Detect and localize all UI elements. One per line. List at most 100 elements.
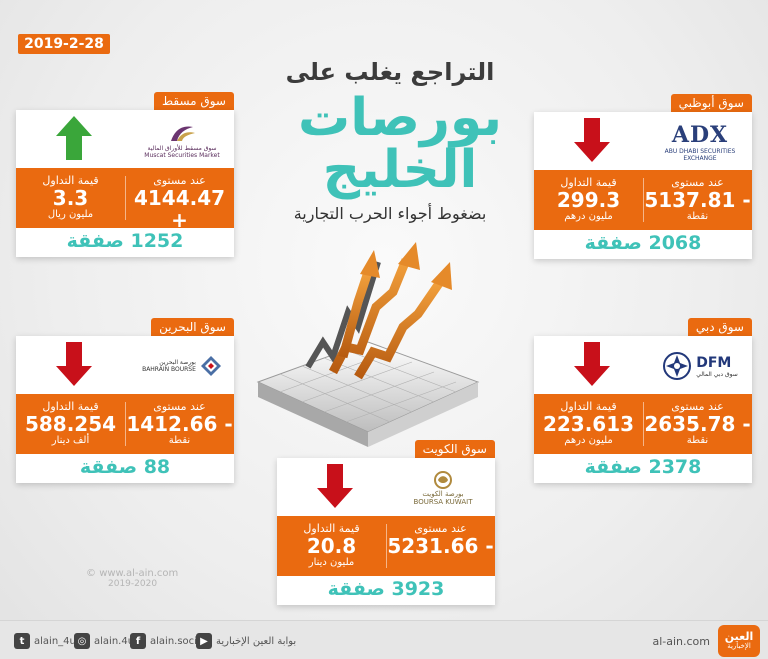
level-unit: نقطة [686, 211, 709, 222]
level-label: عند مستوى [414, 522, 467, 535]
facebook-link[interactable]: f alain.social [130, 633, 206, 649]
watermark: © www.al-ain.com 2019-2020 [86, 568, 178, 589]
brand-subname: الإخبارية [727, 642, 751, 651]
bahrain-logo-arabic: بورصة البحرين [159, 359, 196, 366]
deals-count: 2068 صفقة [584, 232, 702, 254]
muscat-emblem-icon [171, 126, 195, 141]
down-arrow-icon [574, 118, 610, 162]
level-stat: عند مستوى 2635.78 - نقطة [643, 394, 752, 454]
stat-divider [125, 176, 126, 220]
volume-label: قيمة التداول [42, 174, 99, 187]
level-stat: عند مستوى 5137.81 - نقطة [643, 170, 752, 230]
dfm-logo-text: DFM [696, 354, 732, 371]
bahrain-emblem-icon [200, 356, 221, 376]
muscat-logo-text: Muscat Securities Market [144, 152, 220, 159]
volume-unit: مليون درهم [564, 211, 613, 222]
volume-unit: مليون ريال [47, 209, 94, 220]
volume-label: قيمة التداول [303, 522, 360, 535]
adx-logo: ADX ABU DHABI SECURITIES EXCHANGE [656, 118, 744, 166]
dfm-emblem-icon [663, 352, 692, 380]
card-body: ADX ABU DHABI SECURITIES EXCHANGE عند مس… [534, 112, 752, 259]
level-unit: نقطة [168, 231, 191, 242]
volume-value: 223.613 [542, 412, 635, 436]
level-label: عند مستوى [671, 400, 724, 413]
volume-unit: مليون درهم [564, 435, 613, 446]
volume-value: 299.3 [556, 188, 621, 212]
volume-value: 3.3 [52, 186, 89, 210]
volume-stat: قيمة التداول 20.8 مليون دينار [277, 516, 386, 576]
card-body: بورصة الكويت BOURSA KUWAIT عند مستوى 523… [277, 458, 495, 605]
down-arrow-icon [574, 342, 610, 386]
stats-bar: عند مستوى 2635.78 - نقطة قيمة التداول 22… [534, 394, 752, 454]
stat-divider [386, 524, 387, 568]
level-value: 5137.81 - [644, 188, 751, 212]
deals-count: 1252 صفقة [66, 230, 184, 252]
volume-unit: مليون دينار [308, 557, 355, 568]
volume-label: قيمة التداول [560, 400, 617, 413]
volume-value: 20.8 [306, 534, 357, 558]
stat-divider [643, 178, 644, 222]
kuwait-logo-text: BOURSA KUWAIT [413, 498, 473, 506]
kuwait-emblem-icon [434, 471, 452, 489]
watermark-site: www.al-ain.com [99, 568, 179, 579]
date-badge: 2019-2-28 [18, 34, 110, 54]
market-card-kuwait: سوق الكويت بورصة الكويت BOURSA KUWAIT عن… [277, 440, 495, 605]
volume-stat: قيمة التداول 588.254 ألف دينار [16, 394, 125, 454]
stats-bar: عند مستوى 1412.66 - نقطة قيمة التداول 58… [16, 394, 234, 454]
down-arrow-icon [317, 464, 353, 508]
youtube-link[interactable]: ▶ بوابة العين الإخبارية [196, 633, 296, 649]
stat-divider [125, 402, 126, 446]
level-value: 5231.66 - [387, 534, 494, 558]
level-label: عند مستوى [153, 174, 206, 187]
headline-line1: التراجع يغلب على [285, 58, 495, 86]
market-card-dubai: سوق دبي DFM سوق دبي المالي عند مستوى 263… [534, 318, 752, 483]
facebook-icon: f [130, 633, 146, 649]
up-arrow-icon [56, 116, 92, 160]
market-card-abudhabi: سوق أبوظبي ADX ABU DHABI SECURITIES EXCH… [534, 94, 752, 259]
rising-arrows-illustration [256, 242, 480, 447]
level-value: 2635.78 - [644, 412, 751, 436]
volume-stat: قيمة التداول 223.613 مليون درهم [534, 394, 643, 454]
stat-divider [643, 402, 644, 446]
bahrain-logo: بورصة البحرين BAHRAIN BOURSE [138, 342, 226, 390]
level-stat: عند مستوى 1412.66 - نقطة [125, 394, 234, 454]
headline-line2: بورصات [297, 88, 503, 148]
adx-logo-subtext: ABU DHABI SECURITIES EXCHANGE [664, 148, 736, 162]
level-unit: نقطة [686, 435, 709, 446]
dfm-logo: DFM سوق دبي المالي [656, 342, 744, 390]
youtube-icon: ▶ [196, 633, 212, 649]
youtube-handle: بوابة العين الإخبارية [216, 635, 297, 647]
down-arrow-icon [56, 342, 92, 386]
site-url[interactable]: al-ain.com [652, 635, 710, 648]
stats-bar: عند مستوى 4144.47 + نقطة قيمة التداول 3.… [16, 168, 234, 242]
instagram-icon: ◎ [74, 633, 90, 649]
al-ain-logo: العين الإخبارية [718, 625, 760, 657]
level-value: 4144.47 + [133, 186, 226, 232]
adx-logo-text: ADX [671, 122, 729, 148]
twitter-link[interactable]: t alain_4u [14, 633, 76, 649]
instagram-handle: alain.4u [94, 635, 135, 647]
copyright-icon: © [86, 568, 96, 579]
stats-bar: عند مستوى 5137.81 - نقطة قيمة التداول 29… [534, 170, 752, 230]
volume-stat: قيمة التداول 3.3 مليون ريال [16, 168, 125, 228]
level-label: عند مستوى [153, 400, 206, 413]
volume-stat: قيمة التداول 299.3 مليون درهم [534, 170, 643, 230]
market-card-muscat: سوق مسقط سوق مسقط للأوراق المالية Muscat… [16, 92, 234, 257]
deals-count: 88 صفقة [79, 456, 171, 478]
volume-label: قيمة التداول [560, 176, 617, 189]
level-stat: عند مستوى 4144.47 + نقطة [125, 168, 234, 242]
instagram-link[interactable]: ◎ alain.4u [74, 633, 134, 649]
volume-value: 588.254 [24, 412, 117, 436]
level-unit: نقطة [168, 435, 191, 446]
card-body: سوق مسقط للأوراق المالية Muscat Securiti… [16, 110, 234, 257]
twitter-icon: t [14, 633, 30, 649]
dfm-logo-arabic: سوق دبي المالي [696, 370, 738, 378]
bahrain-logo-text: BAHRAIN BOURSE [142, 366, 196, 373]
deals-count: 2378 صفقة [584, 456, 702, 478]
headline-line4: بضغوط أجواء الحرب التجارية [293, 204, 487, 223]
market-name: سوق أبوظبي [670, 94, 752, 112]
level-label: عند مستوى [671, 176, 724, 189]
muscat-logo-arabic: سوق مسقط للأوراق المالية [147, 145, 217, 152]
watermark-years: 2019-2020 [108, 579, 158, 589]
level-stat: عند مستوى 5231.66 - [386, 516, 495, 576]
